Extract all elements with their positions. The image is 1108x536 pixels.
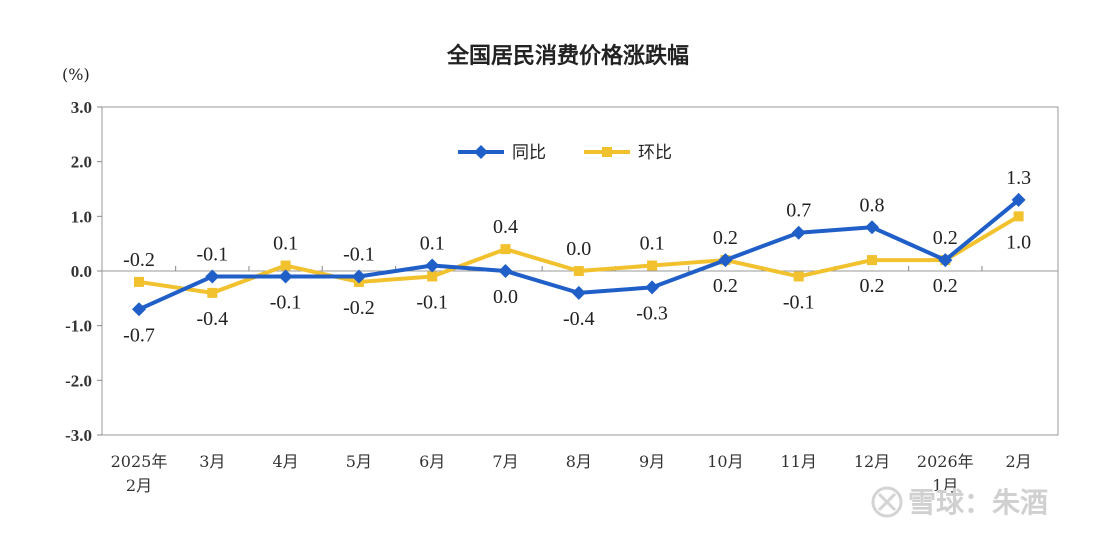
mom-data-label: 0.1: [273, 233, 298, 255]
yoy-data-label: 0.1: [420, 233, 445, 255]
mom-data-label: 0.1: [640, 233, 665, 255]
x-axis: 2025年 2月 3月 4月 5月 6月 7月 8月 9月 10月 11月 12月 2026年 1月 2月: [111, 266, 1032, 495]
y-axis-unit: (%): [62, 65, 90, 84]
mom-point-marker: [280, 260, 291, 271]
legend-yoy-label: 同比: [512, 143, 546, 163]
mom-point-marker: [1013, 211, 1024, 222]
yoy-point-marker: [425, 258, 440, 273]
yoy-point-marker: [498, 264, 513, 278]
mom-point-marker: [573, 266, 584, 276]
yoy-data-label: -0.3: [636, 302, 668, 324]
yoy-data-label: -0.1: [270, 291, 302, 313]
yoy-data-label: 0.2: [933, 227, 958, 249]
x-tick-label: 10月: [707, 452, 743, 471]
mom-data-label: 1.0: [1006, 231, 1031, 253]
x-tick-label: 7月: [492, 452, 518, 471]
x-tick-label: 4月: [273, 452, 299, 471]
mom-point-marker: [793, 271, 804, 282]
yoy-point-marker: [1011, 192, 1026, 207]
yoy-data-label: 0.8: [860, 194, 885, 216]
mom-data-label: -0.1: [416, 291, 448, 313]
yoy-point-marker: [645, 280, 660, 295]
mom-data-label: 0.2: [860, 275, 885, 297]
mom-point-marker: [134, 276, 144, 287]
mom-data-label: 0.2: [713, 275, 738, 297]
chart-title: 全国居民消费价格涨跌幅: [446, 43, 689, 69]
watermark: 雪球：朱酒: [871, 486, 1048, 519]
data-labels-layer: -0.7 -0.2 -0.1 -0.4 -0.1 0.1 -0.1 -0.2 0.1 -0.1 0.…: [123, 167, 1031, 346]
x-tick-label: 9月: [639, 452, 665, 471]
yoy-data-label: -0.7: [123, 324, 155, 346]
watermark-text: 雪球：朱酒: [908, 486, 1048, 519]
y-tick-label: 0.0: [71, 262, 92, 281]
yoy-point-marker: [718, 253, 733, 268]
mom-point-marker: [207, 287, 218, 298]
mom-data-label: -0.1: [783, 291, 815, 313]
yoy-point-marker: [132, 302, 146, 317]
series-layer: [132, 192, 1026, 317]
mom-data-label: -0.4: [196, 308, 228, 330]
x-tick-label: 8月: [566, 452, 592, 471]
snowball-logo-icon: [871, 486, 903, 518]
yoy-data-label: -0.1: [196, 243, 228, 265]
mom-point-marker: [500, 244, 511, 255]
mom-data-label: 0.4: [493, 216, 518, 238]
yoy-data-label: -0.4: [563, 308, 595, 330]
mom-data-label: -0.2: [123, 249, 155, 271]
yoy-data-label: -0.1: [343, 243, 375, 265]
x-tick-label: 12月: [854, 452, 890, 471]
x-tick-label: 3月: [199, 452, 225, 471]
y-tick-label: 2.0: [71, 153, 92, 172]
legend-mom-label: 环比: [638, 143, 672, 163]
yoy-point-marker: [571, 285, 586, 300]
mom-point-marker: [647, 260, 658, 271]
yoy-point-marker: [351, 269, 366, 284]
yoy-data-label: 0.7: [786, 200, 811, 222]
yoy-point-marker: [938, 253, 953, 268]
mom-data-label: 0.2: [933, 275, 958, 297]
y-tick-label: 1.0: [71, 207, 92, 226]
x-tick-label: 2月: [1006, 452, 1032, 471]
yoy-point-marker: [791, 225, 806, 240]
x-tick-label: 6月: [419, 452, 445, 471]
yoy-point-marker: [865, 220, 879, 235]
mom-data-label: -0.2: [343, 297, 375, 319]
y-tick-label: -2.0: [65, 371, 92, 390]
mom-point-marker: [427, 271, 438, 282]
legend-mom-marker: [602, 147, 612, 157]
y-tick-label: -3.0: [65, 426, 92, 445]
x-tick-label: 5月: [346, 452, 372, 471]
yoy-data-label: 1.3: [1006, 167, 1031, 189]
yoy-point-marker: [278, 269, 293, 284]
x-tick-label: 11月: [781, 452, 817, 471]
y-tick-label: 3.0: [71, 98, 92, 117]
yoy-data-label: 0.0: [493, 286, 518, 308]
yoy-data-label: 0.2: [713, 227, 738, 249]
x-tick-label: 2026年 1月: [917, 452, 974, 495]
y-tick-label: -1.0: [65, 317, 92, 336]
mom-data-label: 0.0: [566, 238, 591, 260]
legend: 同比 环比: [458, 143, 672, 163]
legend-yoy-marker: [474, 145, 488, 159]
x-tick-label: 2025年 2月: [111, 452, 168, 495]
yoy-point-marker: [205, 269, 220, 284]
mom-point-marker: [867, 255, 877, 266]
